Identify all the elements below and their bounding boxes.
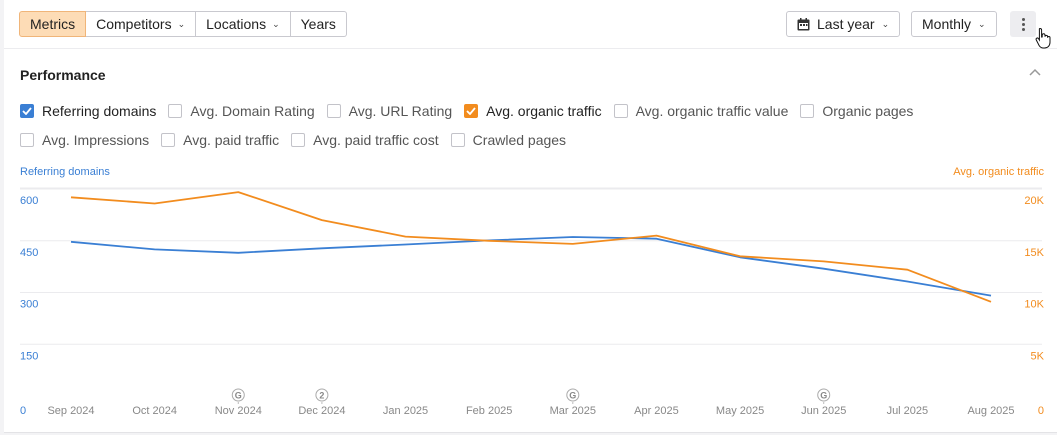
metric-avg-paid-traffic-cost[interactable]: Avg. paid traffic cost: [291, 132, 439, 148]
section-title: Performance: [20, 67, 106, 83]
x-tick-label: Apr 2025: [634, 405, 679, 417]
checkbox[interactable]: [291, 133, 306, 147]
checkbox[interactable]: [161, 133, 176, 147]
metric-label: Crawled pages: [472, 132, 567, 148]
annotation-label: G: [820, 391, 827, 401]
x-tick-label: Mar 2025: [550, 405, 596, 417]
annotation-label: G: [569, 391, 576, 401]
checkbox[interactable]: [800, 104, 815, 118]
metrics-row-1: Referring domains Avg. Domain Rating Avg…: [20, 103, 925, 119]
checkbox[interactable]: [450, 133, 465, 147]
left-tick-label: 600: [20, 195, 38, 207]
tab-locations-label: Locations: [206, 16, 267, 32]
annotation-marker: [315, 388, 329, 402]
annotation-label: 2: [319, 391, 324, 401]
annotation-marker: [817, 388, 831, 402]
metric-label: Avg. Impressions: [42, 132, 150, 148]
left-tick-label: 150: [20, 350, 38, 362]
left-axis-title: Referring domains: [20, 166, 110, 178]
x-tick-label: Nov 2024: [215, 405, 262, 417]
checkbox[interactable]: [20, 133, 34, 147]
chevron-up-icon[interactable]: [1029, 68, 1041, 76]
metric-label: Avg. URL Rating: [348, 103, 453, 119]
metric-label: Organic pages: [822, 103, 914, 119]
metric-label: Avg. paid traffic: [183, 132, 280, 148]
tab-competitors[interactable]: Competitors ⌄: [86, 11, 197, 37]
metric-label: Avg. paid traffic cost: [313, 132, 439, 148]
view-tabs: Metrics Competitors ⌄ Locations ⌄ Years: [19, 11, 347, 37]
x-tick-label: May 2025: [716, 405, 764, 417]
metric-label: Avg. organic traffic value: [635, 103, 789, 119]
metrics-row-2: Avg. Impressions Avg. paid traffic Avg. …: [20, 132, 578, 148]
more-vertical-icon[interactable]: [1010, 11, 1036, 37]
metric-crawled-pages[interactable]: Crawled pages: [450, 132, 567, 148]
right-tick-label: 10K: [1024, 299, 1044, 311]
checkbox[interactable]: [326, 104, 341, 118]
annotation-marker: [566, 388, 580, 402]
left-tick-label: 300: [20, 299, 38, 311]
x-tick-label: Aug 2025: [967, 405, 1014, 417]
metric-avg-organic-traffic[interactable]: Avg. organic traffic: [464, 103, 602, 119]
tab-locations[interactable]: Locations ⌄: [196, 11, 291, 37]
right-axis-title: Avg. organic traffic: [953, 166, 1044, 178]
checkbox-checked[interactable]: [20, 104, 34, 118]
x-tick-label: Jun 2025: [801, 405, 846, 417]
chevron-down-icon: ⌄: [272, 19, 280, 29]
x-tick-label: Sep 2024: [47, 405, 94, 417]
performance-chart: 0 0 150 5K 300 10K 450 15K 600 20K Sep 2024 Oct 202…: [20, 187, 1045, 417]
toolbar: Metrics Competitors ⌄ Locations ⌄ Years …: [4, 0, 1057, 49]
period-select[interactable]: Last year ⌄: [786, 11, 901, 37]
annotation-label: G: [235, 391, 242, 401]
tab-metrics-label: Metrics: [30, 16, 76, 32]
x-tick-label: Jan 2025: [383, 405, 428, 417]
tab-years[interactable]: Years: [290, 11, 347, 37]
checkbox-checked[interactable]: [464, 104, 479, 118]
metric-label: Referring domains: [42, 103, 157, 119]
x-tick-label: Dec 2024: [298, 405, 345, 417]
check-icon: [466, 107, 476, 115]
metric-referring-domains[interactable]: Referring domains: [20, 103, 156, 119]
metric-avg-url-rating[interactable]: Avg. URL Rating: [326, 103, 453, 119]
series-line-referring-domains: [70, 236, 992, 297]
metric-avg-paid-traffic[interactable]: Avg. paid traffic: [161, 132, 279, 148]
metric-organic-pages[interactable]: Organic pages: [800, 103, 913, 119]
x-tick-label: Jul 2025: [887, 405, 929, 417]
x-tick-label: Feb 2025: [466, 405, 512, 417]
right-tick-label: 5K: [1031, 350, 1045, 362]
metric-label: Avg. organic traffic: [486, 103, 602, 119]
metric-avg-domain-rating[interactable]: Avg. Domain Rating: [168, 103, 315, 119]
tab-competitors-label: Competitors: [96, 16, 172, 32]
chevron-down-icon: ⌄: [978, 18, 986, 29]
chevron-down-icon: ⌄: [177, 19, 186, 29]
right-tick-label: 20K: [1024, 195, 1044, 207]
period-label: Last year: [817, 16, 875, 32]
check-icon: [22, 107, 32, 115]
series-line-avg-organic-traffic: [70, 191, 992, 303]
metric-label: Avg. Domain Rating: [190, 103, 315, 119]
hand-cursor-icon: [1035, 27, 1051, 49]
x-tick-label: Oct 2024: [132, 405, 177, 417]
right-tick-label: 15K: [1024, 247, 1044, 259]
granularity-label: Monthly: [922, 16, 972, 32]
checkbox[interactable]: [613, 104, 628, 118]
annotation-marker: [231, 388, 245, 402]
performance-panel: Metrics Competitors ⌄ Locations ⌄ Years …: [4, 0, 1057, 433]
calendar-icon: [797, 17, 810, 30]
left-tick-label: 0: [20, 405, 26, 417]
chevron-down-icon: ⌄: [881, 18, 890, 29]
left-tick-label: 450: [20, 247, 38, 259]
granularity-select[interactable]: Monthly ⌄: [911, 11, 997, 37]
checkbox[interactable]: [168, 104, 183, 118]
metric-avg-organic-traffic-value[interactable]: Avg. organic traffic value: [613, 103, 789, 119]
right-tick-label: 0: [1038, 405, 1044, 417]
tab-metrics[interactable]: Metrics: [19, 11, 87, 37]
metric-avg-impressions[interactable]: Avg. Impressions: [20, 132, 149, 148]
tab-years-label: Years: [300, 16, 336, 32]
